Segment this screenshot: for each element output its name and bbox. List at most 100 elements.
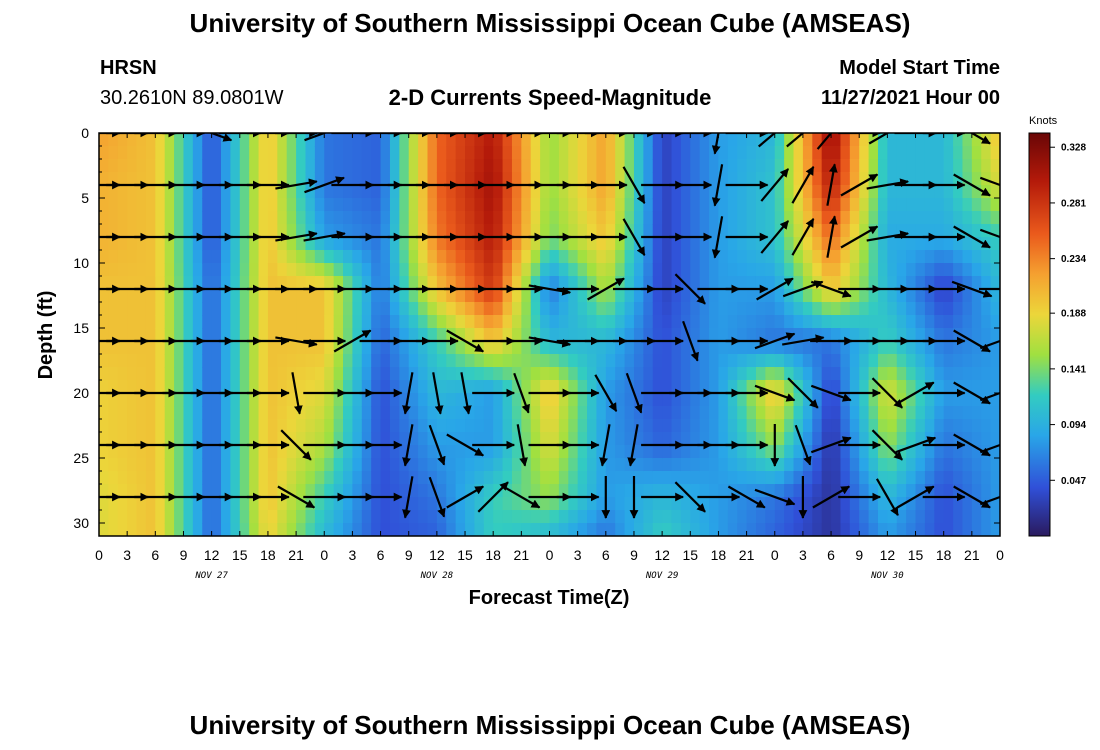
heat-cell: [549, 406, 560, 420]
heat-cell: [671, 211, 682, 225]
heat-cell: [737, 146, 748, 160]
heat-cell: [155, 159, 166, 173]
heat-cell: [709, 445, 720, 459]
heat-cell: [174, 198, 185, 212]
heat-cell: [108, 432, 119, 446]
heat-cell: [202, 224, 213, 238]
heat-cell: [99, 276, 109, 290]
heat-cell: [558, 445, 569, 459]
heat-cell: [108, 263, 119, 277]
heat-cell: [521, 263, 532, 277]
heat-cell: [643, 354, 654, 368]
heat-cell: [483, 471, 494, 485]
heat-cell: [314, 250, 325, 264]
heat-cell: [821, 484, 832, 498]
heat-cell: [230, 224, 241, 238]
heat-cell: [633, 354, 644, 368]
heat-cell: [877, 393, 888, 407]
heat-cell: [699, 510, 710, 524]
heat-cell: [418, 172, 429, 186]
heat-cell: [267, 133, 278, 147]
heat-cell: [624, 328, 635, 342]
heat-cell: [577, 211, 588, 225]
heat-cell: [136, 159, 147, 173]
heat-cell: [680, 237, 691, 251]
heat-cell: [305, 354, 316, 368]
heat-cell: [305, 458, 316, 472]
heat-cell: [155, 432, 166, 446]
heat-cell: [896, 341, 907, 355]
heat-cell: [774, 497, 785, 511]
footer-title: University of Southern Mississippi Ocean…: [189, 710, 911, 740]
heat-cell: [183, 328, 194, 342]
heat-cell: [418, 133, 429, 147]
heat-cell: [465, 250, 476, 264]
heat-cell: [305, 380, 316, 394]
heat-cell: [831, 510, 842, 524]
heat-cell: [877, 263, 888, 277]
x-tick-label: 3: [349, 547, 357, 563]
heat-cell: [408, 146, 419, 160]
heat-cell: [408, 432, 419, 446]
x-tick-label: 3: [799, 547, 807, 563]
heat-cell: [164, 133, 175, 147]
heat-cell: [99, 211, 109, 225]
heat-cell: [587, 445, 598, 459]
heat-cell: [352, 484, 363, 498]
heat-cell: [971, 432, 982, 446]
heat-cell: [530, 328, 541, 342]
heat-cell: [737, 458, 748, 472]
heat-cell: [164, 432, 175, 446]
heat-cell: [239, 211, 250, 225]
heat-cell: [296, 510, 307, 524]
heat-cell: [624, 341, 635, 355]
heat-cell: [399, 341, 410, 355]
heat-cell: [943, 406, 954, 420]
heat-cell: [155, 367, 166, 381]
heat-cell: [802, 432, 813, 446]
heat-cell: [314, 159, 325, 173]
heat-cell: [877, 237, 888, 251]
heat-cell: [877, 432, 888, 446]
heat-cell: [877, 419, 888, 433]
heat-cell: [990, 497, 1000, 511]
heat-cell: [859, 315, 870, 329]
heat-cell: [587, 276, 598, 290]
heat-cell: [896, 367, 907, 381]
heat-cell: [389, 289, 400, 303]
heat-cell: [530, 354, 541, 368]
heat-cell: [408, 198, 419, 212]
heat-cell: [877, 354, 888, 368]
heat-cell: [352, 354, 363, 368]
heat-cell: [953, 198, 964, 212]
heat-cell: [587, 328, 598, 342]
heat-cell: [230, 237, 241, 251]
heat-cell: [615, 458, 626, 472]
heat-cell: [361, 159, 372, 173]
heat-cell: [267, 159, 278, 173]
heat-cell: [558, 341, 569, 355]
heat-cell: [324, 159, 335, 173]
heat-cell: [474, 159, 485, 173]
heat-cell: [690, 315, 701, 329]
heat-cell: [408, 302, 419, 316]
heat-cell: [314, 172, 325, 186]
heat-cell: [699, 523, 710, 536]
heat-cell: [596, 367, 607, 381]
heat-cell: [483, 432, 494, 446]
heat-cell: [831, 198, 842, 212]
heat-cell: [793, 458, 804, 472]
heat-cell: [727, 367, 738, 381]
heat-cell: [239, 159, 250, 173]
heat-cell: [324, 172, 335, 186]
heat-cell: [117, 250, 128, 264]
heat-cell: [849, 198, 860, 212]
heat-cell: [511, 276, 522, 290]
current-vector: [402, 372, 414, 415]
heat-cell: [99, 133, 109, 147]
heat-cell: [249, 445, 260, 459]
heat-cell: [483, 237, 494, 251]
heat-cell: [314, 315, 325, 329]
heat-cell: [568, 367, 579, 381]
heat-cell: [840, 211, 851, 225]
